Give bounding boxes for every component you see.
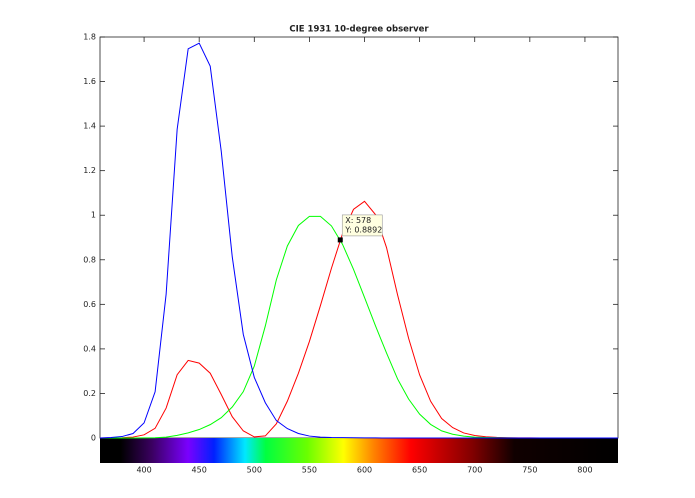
x-tick-label: 400 [136, 466, 151, 475]
spectrum-bar [100, 438, 618, 463]
x-tick-label: 700 [467, 466, 482, 475]
y-tick-label: 0.8 [83, 255, 96, 264]
chart-title: CIE 1931 10-degree observer [289, 25, 429, 35]
datatip-box [341, 214, 383, 237]
datatip-marker [337, 237, 343, 243]
x-tick-label: 600 [357, 466, 372, 475]
y-tick-label: 1.4 [83, 122, 96, 131]
datatip-x: X: 578 [345, 216, 371, 225]
x-tick-label: 750 [522, 466, 537, 475]
y-tick-label: 0.6 [83, 300, 96, 309]
datatip-y: Y: 0.8892 [344, 225, 382, 234]
y-tick-label: 1.6 [83, 77, 96, 86]
y-tick-label: 0.4 [83, 344, 96, 353]
y-tick-label: 1.8 [83, 33, 96, 42]
y-tick-label: 1 [91, 211, 96, 220]
x-tick-label: 500 [247, 466, 262, 475]
x-tick-label: 650 [412, 466, 427, 475]
y-tick-label: 0.2 [83, 389, 96, 398]
y-tick-label: 0 [91, 434, 96, 443]
series-line [99, 42, 618, 439]
y-tick-label: 1.2 [83, 166, 96, 175]
x-tick-label: 800 [577, 466, 592, 475]
x-tick-label: 450 [192, 466, 207, 475]
x-tick-label: 550 [302, 466, 317, 475]
plot-area [99, 36, 619, 439]
